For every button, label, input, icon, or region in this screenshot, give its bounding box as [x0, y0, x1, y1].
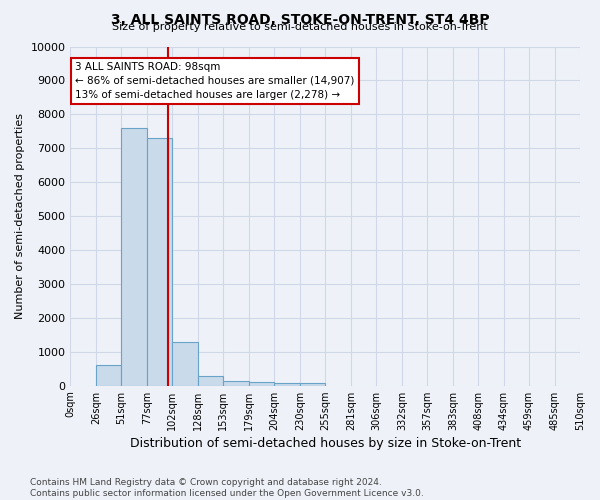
Bar: [223, 380, 249, 386]
Text: 3, ALL SAINTS ROAD, STOKE-ON-TRENT, ST4 4BP: 3, ALL SAINTS ROAD, STOKE-ON-TRENT, ST4 …: [110, 12, 490, 26]
Bar: [172, 342, 199, 386]
Bar: [148, 138, 172, 386]
Bar: [300, 383, 325, 386]
Text: Contains HM Land Registry data © Crown copyright and database right 2024.
Contai: Contains HM Land Registry data © Crown c…: [30, 478, 424, 498]
Bar: [97, 366, 121, 386]
Bar: [199, 376, 223, 386]
Bar: [274, 383, 300, 386]
Text: Size of property relative to semi-detached houses in Stoke-on-Trent: Size of property relative to semi-detach…: [112, 22, 488, 32]
Bar: [121, 128, 148, 386]
Text: 3 ALL SAINTS ROAD: 98sqm
← 86% of semi-detached houses are smaller (14,907)
13% : 3 ALL SAINTS ROAD: 98sqm ← 86% of semi-d…: [76, 62, 355, 100]
X-axis label: Distribution of semi-detached houses by size in Stoke-on-Trent: Distribution of semi-detached houses by …: [130, 437, 521, 450]
Y-axis label: Number of semi-detached properties: Number of semi-detached properties: [15, 113, 25, 319]
Bar: [249, 382, 274, 386]
